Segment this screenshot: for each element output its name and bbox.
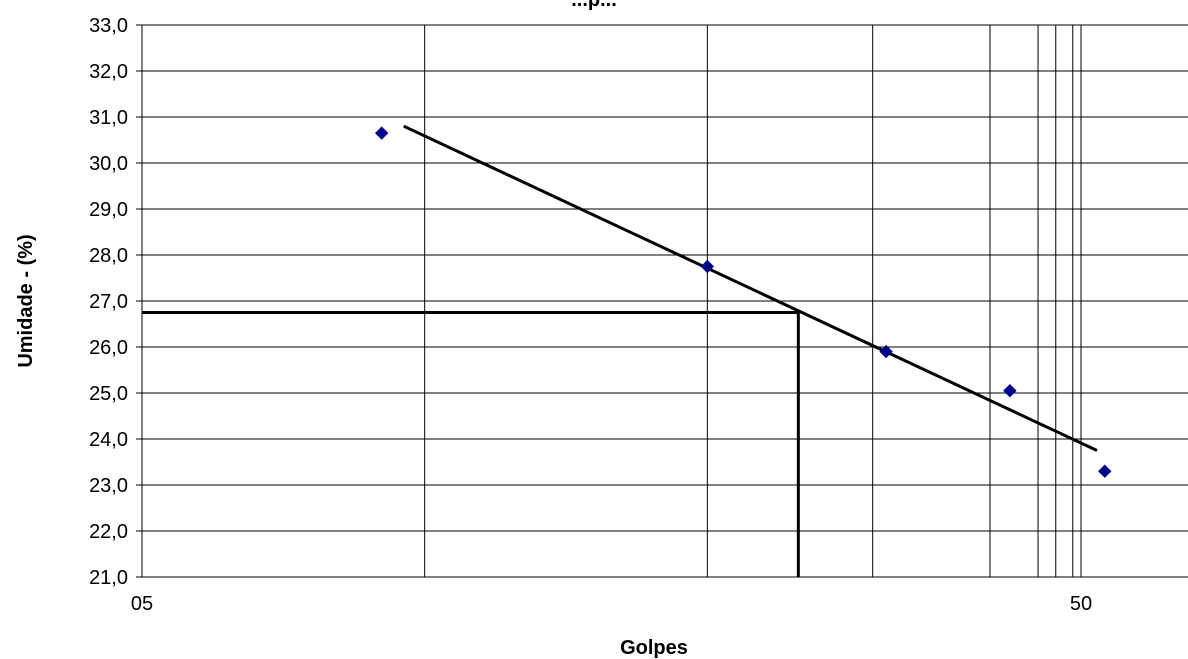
- y-gridlines: [136, 24, 1188, 578]
- y-tick-label: 21,0: [89, 567, 128, 589]
- y-tick-label: 24,0: [89, 429, 128, 451]
- y-tick-label: 22,0: [89, 521, 128, 543]
- x-axis-label: Golpes: [620, 637, 688, 659]
- y-tick-label: 26,0: [89, 337, 128, 359]
- chart-title: ...p...: [571, 0, 617, 11]
- data-points: [374, 126, 1112, 478]
- data-point: [1098, 464, 1112, 478]
- reference-lines: [142, 311, 800, 577]
- y-tick-label: 28,0: [89, 245, 128, 267]
- y-tick-label: 32,0: [89, 61, 128, 83]
- y-tick-label: 31,0: [89, 107, 128, 129]
- y-tick-label: 33,0: [89, 15, 128, 37]
- data-point: [374, 126, 389, 140]
- y-axis-label: Umidade - (%): [15, 234, 37, 367]
- trendline-group: [403, 124, 1098, 452]
- x-tick-label: 50: [1070, 593, 1092, 615]
- y-tick-label: 25,0: [89, 383, 128, 405]
- y-tick-label: 27,0: [89, 291, 128, 313]
- data-point: [879, 344, 893, 359]
- data-point: [1003, 383, 1017, 398]
- x-tick-labels: 05 50: [131, 593, 1092, 615]
- x-tick-label: 05: [131, 593, 153, 615]
- y-tick-label: 30,0: [89, 153, 128, 175]
- trendline: [403, 124, 1098, 452]
- data-point: [700, 259, 715, 274]
- y-tick-label: 29,0: [89, 199, 128, 221]
- y-tick-labels: 21,0 22,0 23,0 24,0 25,0 26,0 27,0 28,0 29,0 30,0…: [89, 15, 128, 589]
- y-tick-label: 23,0: [89, 475, 128, 497]
